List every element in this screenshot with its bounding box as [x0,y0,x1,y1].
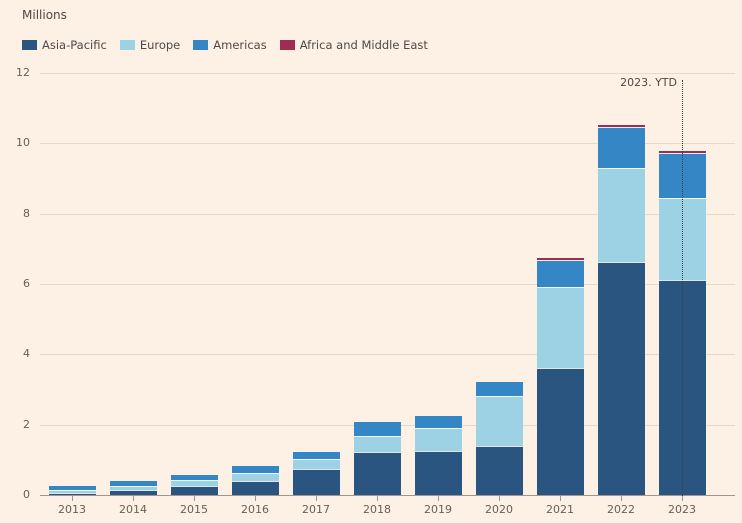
segment-asia-pacific [414,450,462,495]
segment-europe [414,428,462,451]
legend-item-africa-and-middle-east: Africa and Middle East [279,38,428,52]
gridline [40,354,735,356]
gridline [40,284,735,285]
x-axis-tick-label: 2015 [180,503,208,516]
segment-americas [597,126,645,168]
segment-europe [48,489,96,494]
legend-swatch-icon [22,40,37,50]
x-axis-tick [377,496,378,501]
bar-2019 [414,415,462,495]
x-axis-tick-label: 2017 [302,503,330,516]
legend-label: Africa and Middle East [299,38,428,52]
y-axis-tick-label: 6 [23,277,30,290]
x-axis-tick-label: 2021 [546,503,574,516]
segment-europe [170,479,218,486]
legend-label: Asia-Pacific [42,38,107,52]
bar-2016 [231,466,279,495]
segment-asia-pacific [597,261,645,495]
x-axis-tick-label: 2013 [58,503,86,516]
legend-swatch-icon [193,40,209,50]
gridline [40,143,735,145]
segment-asia-pacific [48,493,96,495]
plot-area: 0 2 4 6 8 10 12 2013 2014 2015 2016 2017 2018 2019 202… [16,66,735,516]
ytd-annotation: 2023. YTD [620,76,677,89]
x-axis-tick [682,496,683,501]
gridline [40,73,735,74]
segment-asia-pacific [292,468,340,495]
legend-item-europe: Europe [119,38,181,52]
bar-2021 [536,258,584,495]
segment-africa-and-middle-east [536,258,584,260]
x-axis-tick [133,496,134,501]
legend-swatch-icon [119,40,135,50]
segment-europe [231,472,279,481]
x-axis-tick-label: 2019 [424,503,452,516]
segment-americas [48,486,96,490]
segment-americas [109,480,157,486]
x-axis-tick [255,496,256,501]
x-axis-tick-label: 2014 [119,503,147,516]
x-axis-tick [316,496,317,501]
y-axis-tick-label: 0 [23,488,30,501]
segment-americas [536,259,584,287]
legend: Asia-Pacific Europe Americas Africa and Mid… [22,38,441,52]
bar-2017 [292,451,340,495]
segment-europe [292,459,340,469]
bar-2022 [597,125,645,495]
segment-europe [109,485,157,490]
y-axis-tick-label: 12 [16,66,30,79]
segment-asia-pacific [353,452,401,495]
segment-americas [170,474,218,480]
x-axis-tick [194,496,195,501]
bar-2015 [170,474,218,495]
segment-africa-and-middle-east [597,125,645,127]
x-axis-tick [499,496,500,501]
y-axis-tick-label: 4 [23,347,30,361]
legend-label: Americas [213,38,267,52]
x-axis-tick-label: 2016 [241,503,269,516]
legend-label: Europe [139,38,181,52]
segment-americas [292,451,340,460]
x-axis-tick [560,496,561,501]
segment-europe [597,167,645,262]
legend-item-asia-pacific: Asia-Pacific [22,38,107,52]
segment-americas [231,466,279,473]
ytd-reference-line [682,80,683,496]
segment-asia-pacific [536,367,584,495]
x-axis-tick [438,496,439,501]
y-axis-tick-label: 8 [23,206,30,220]
legend-swatch-icon [279,40,295,50]
segment-americas [475,382,523,396]
segment-europe [353,435,401,453]
y-axis-tick-label: 10 [16,136,30,150]
bar-2018 [353,421,401,495]
chart-title: Millions [22,8,67,22]
y-axis-tick-label: 2 [23,417,30,431]
bar-2020 [475,382,523,495]
segment-americas [353,421,401,436]
legend-item-americas: Americas [193,38,267,52]
segment-europe [475,395,523,446]
segment-asia-pacific [231,480,279,495]
segment-asia-pacific [109,489,157,495]
x-axis-tick-label: 2023 [668,503,696,516]
gridline [40,213,735,215]
x-axis-line [40,495,735,496]
segment-asia-pacific [475,445,523,495]
x-axis-tick-label: 2022 [607,503,635,516]
segment-asia-pacific [170,485,218,495]
bar-2013 [48,486,96,495]
x-axis-tick [621,496,622,501]
segment-europe [536,286,584,368]
x-axis-tick-label: 2020 [485,503,513,516]
segment-americas [414,415,462,429]
bar-2014 [109,480,157,495]
x-axis-tick-label: 2018 [363,503,391,516]
x-axis-tick [72,496,73,501]
